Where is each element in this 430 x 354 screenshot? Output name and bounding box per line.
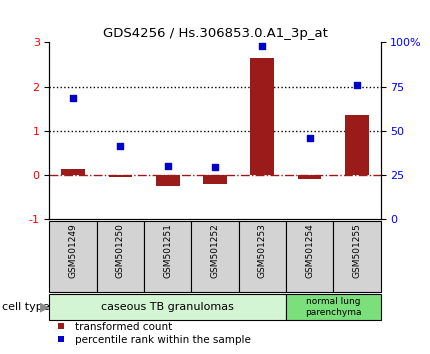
Bar xyxy=(239,221,286,292)
Bar xyxy=(191,221,239,292)
Point xyxy=(117,144,124,149)
Point xyxy=(70,95,77,101)
Text: normal lung
parenchyma: normal lung parenchyma xyxy=(305,297,362,317)
Bar xyxy=(49,294,286,320)
Legend: transformed count, percentile rank within the sample: transformed count, percentile rank withi… xyxy=(46,317,255,349)
Point xyxy=(306,135,313,141)
Text: GSM501249: GSM501249 xyxy=(69,223,77,278)
Bar xyxy=(97,221,144,292)
Text: GSM501252: GSM501252 xyxy=(211,223,219,278)
Point xyxy=(259,43,266,49)
Bar xyxy=(345,115,369,175)
Point xyxy=(212,164,218,170)
Text: GSM501251: GSM501251 xyxy=(163,223,172,278)
Text: cell type: cell type xyxy=(2,302,50,312)
Bar xyxy=(156,175,180,186)
Bar xyxy=(286,221,333,292)
Title: GDS4256 / Hs.306853.0.A1_3p_at: GDS4256 / Hs.306853.0.A1_3p_at xyxy=(103,27,327,40)
Bar xyxy=(298,175,321,179)
Bar xyxy=(286,294,381,320)
Bar xyxy=(144,221,191,292)
Bar xyxy=(61,169,85,175)
Text: ▶: ▶ xyxy=(40,301,49,314)
Point xyxy=(164,164,171,169)
Bar xyxy=(203,175,227,184)
Bar xyxy=(333,221,381,292)
Bar xyxy=(250,58,274,175)
Text: GSM501254: GSM501254 xyxy=(305,223,314,278)
Text: caseous TB granulomas: caseous TB granulomas xyxy=(101,302,234,312)
Point xyxy=(353,82,360,87)
Bar xyxy=(108,175,132,177)
Text: GSM501250: GSM501250 xyxy=(116,223,125,278)
Bar xyxy=(49,221,97,292)
Text: GSM501255: GSM501255 xyxy=(353,223,361,278)
Text: GSM501253: GSM501253 xyxy=(258,223,267,278)
